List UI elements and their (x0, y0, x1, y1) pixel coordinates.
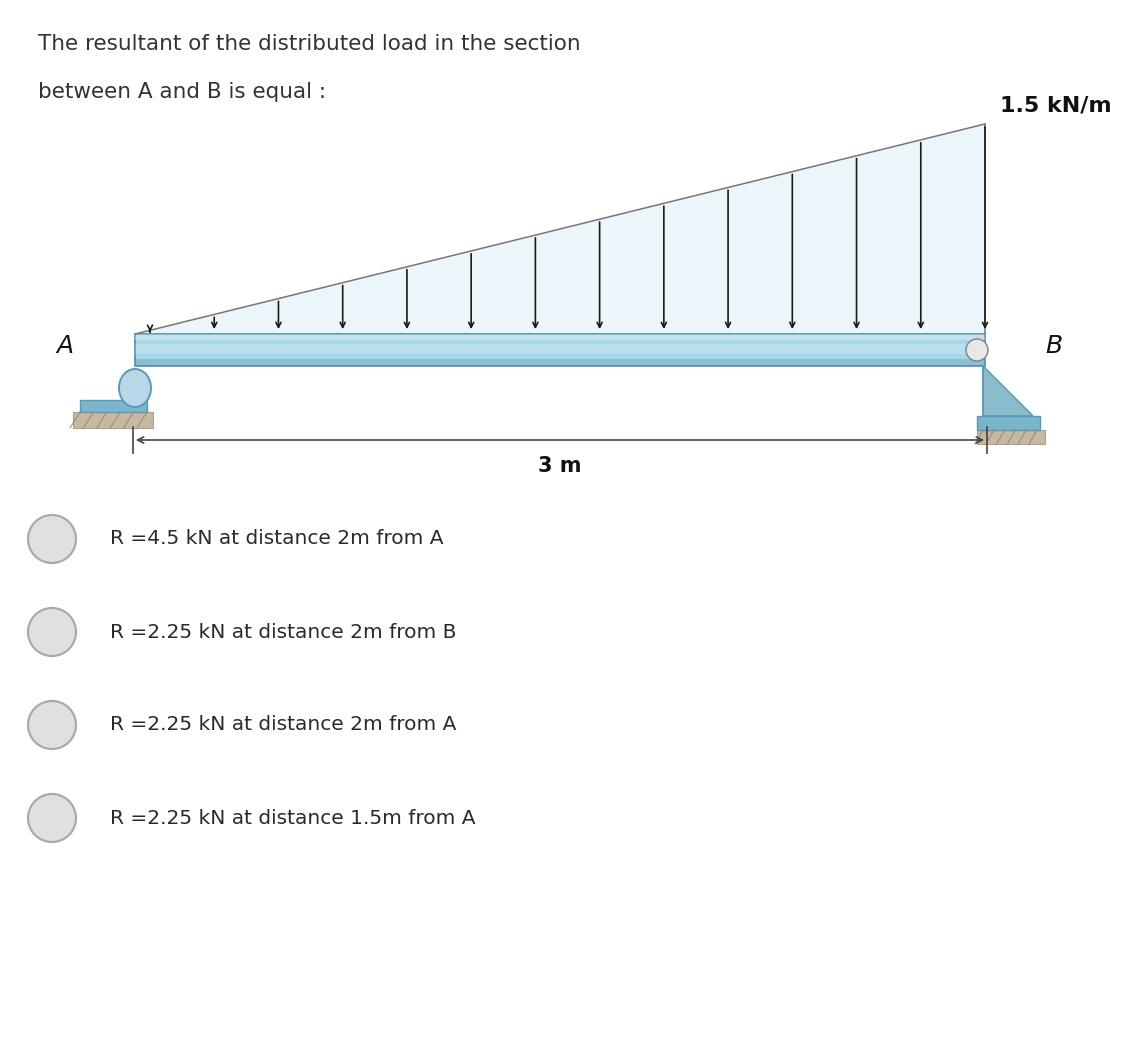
Text: R =2.25 kN at distance 2m from A: R =2.25 kN at distance 2m from A (110, 716, 457, 735)
Polygon shape (135, 334, 986, 340)
Text: R =4.5 kN at distance 2m from A: R =4.5 kN at distance 2m from A (110, 529, 443, 548)
Polygon shape (983, 366, 1033, 416)
Text: A: A (56, 334, 73, 358)
Polygon shape (135, 344, 986, 354)
Polygon shape (80, 401, 147, 412)
Text: B: B (1045, 334, 1062, 358)
Circle shape (28, 608, 76, 656)
Circle shape (966, 339, 988, 362)
Circle shape (28, 701, 76, 749)
Text: 3 m: 3 m (538, 456, 582, 476)
Polygon shape (73, 412, 153, 428)
Polygon shape (135, 334, 986, 366)
Circle shape (28, 515, 76, 563)
Text: 1.5 kN/m: 1.5 kN/m (1000, 96, 1112, 116)
Circle shape (28, 794, 76, 842)
Text: R =2.25 kN at distance 1.5m from A: R =2.25 kN at distance 1.5m from A (110, 808, 476, 827)
Polygon shape (135, 359, 986, 366)
Text: The resultant of the distributed load in the section: The resultant of the distributed load in… (38, 34, 580, 54)
Polygon shape (135, 124, 986, 334)
Text: between A and B is equal :: between A and B is equal : (38, 82, 326, 102)
Text: R =2.25 kN at distance 2m from B: R =2.25 kN at distance 2m from B (110, 623, 457, 642)
Polygon shape (976, 416, 1040, 430)
Ellipse shape (119, 369, 151, 407)
Polygon shape (976, 430, 1045, 444)
